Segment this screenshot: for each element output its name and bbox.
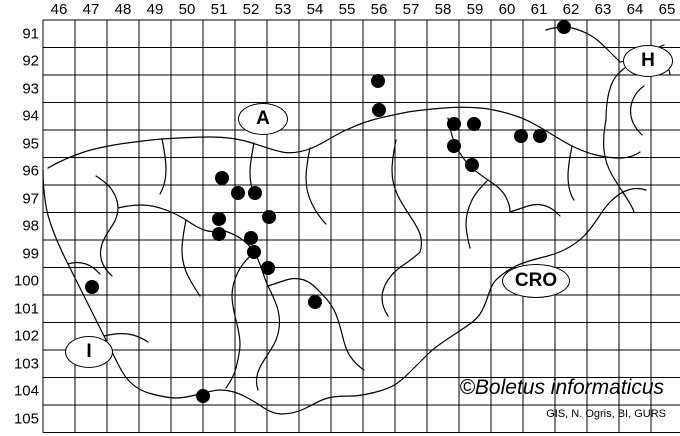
- y-axis-tick-label: 104: [13, 382, 39, 400]
- y-axis-tick-label: 100: [13, 272, 39, 290]
- occurrence-dot: [231, 186, 245, 200]
- x-axis-tick-label: 54: [306, 1, 324, 18]
- y-axis-tick-label: 105: [13, 410, 39, 428]
- occurrence-dot: [465, 158, 479, 172]
- occurrence-dot: [467, 117, 481, 131]
- y-axis-tick-label: 96: [22, 162, 39, 180]
- occurrence-dot: [533, 129, 547, 143]
- occurrence-dot: [196, 389, 210, 403]
- y-axis-tick-label: 95: [22, 135, 39, 153]
- x-axis-tick-label: 55: [338, 1, 356, 18]
- y-axis-tick-label: 101: [13, 300, 39, 318]
- x-axis-tick-label: 58: [434, 1, 452, 18]
- occurrence-dot: [212, 227, 226, 241]
- y-axis-tick-label: 91: [22, 25, 39, 43]
- occurrence-dot: [308, 295, 322, 309]
- occurrence-dot: [514, 129, 528, 143]
- y-axis-tick-label: 103: [13, 355, 39, 373]
- x-axis-tick-label: 47: [82, 1, 100, 18]
- y-axis-tick-label: 94: [22, 107, 39, 125]
- region-badge-hungary: H: [623, 45, 673, 77]
- y-axis-tick-label: 92: [22, 52, 39, 70]
- region-badge-italy: I: [65, 336, 113, 368]
- x-axis-tick-label: 60: [498, 1, 516, 18]
- x-axis-tick-label: 63: [594, 1, 612, 18]
- x-axis-tick-label: 48: [114, 1, 132, 18]
- y-axis-tick-label: 97: [22, 190, 39, 208]
- credits-label: GIS, N. Ogris, BI, GURS: [546, 408, 666, 420]
- region-badge-austria: A: [238, 103, 288, 135]
- occurrence-dot: [244, 231, 258, 245]
- occurrence-dot: [372, 103, 386, 117]
- y-axis-tick-label: 102: [13, 327, 39, 345]
- occurrence-dot: [447, 139, 461, 153]
- x-axis-tick-label: 61: [530, 1, 548, 18]
- x-axis-tick-label: 59: [466, 1, 484, 18]
- y-axis-tick-label: 98: [22, 217, 39, 235]
- x-axis-tick-label: 46: [50, 1, 68, 18]
- x-axis-tick-label: 53: [274, 1, 292, 18]
- occurrence-dot: [215, 171, 229, 185]
- occurrence-dot: [85, 280, 99, 294]
- y-axis-tick-label: 99: [22, 245, 39, 263]
- x-axis-tick-label: 65: [658, 1, 676, 18]
- region-badge-croatia: CRO: [502, 264, 570, 298]
- occurrence-dot: [557, 20, 571, 34]
- occurrence-dot: [248, 186, 262, 200]
- x-axis-tick-label: 64: [626, 1, 644, 18]
- x-axis-tick-label: 56: [370, 1, 388, 18]
- x-axis-tick-label: 51: [210, 1, 228, 18]
- occurrence-dot: [261, 261, 275, 275]
- x-axis-tick-label: 52: [242, 1, 260, 18]
- occurrence-dot: [447, 117, 461, 131]
- x-axis-tick-label: 62: [562, 1, 580, 18]
- occurrence-dot: [247, 245, 261, 259]
- x-axis-tick-label: 49: [146, 1, 164, 18]
- y-axis-tick-label: 93: [22, 80, 39, 98]
- occurrence-dot: [371, 74, 385, 88]
- occurrence-dot: [212, 212, 226, 226]
- occurrence-dot: [262, 210, 276, 224]
- copyright-label: ©Boletus informaticus: [459, 376, 664, 399]
- x-axis-tick-label: 50: [178, 1, 196, 18]
- x-axis-tick-label: 57: [402, 1, 420, 18]
